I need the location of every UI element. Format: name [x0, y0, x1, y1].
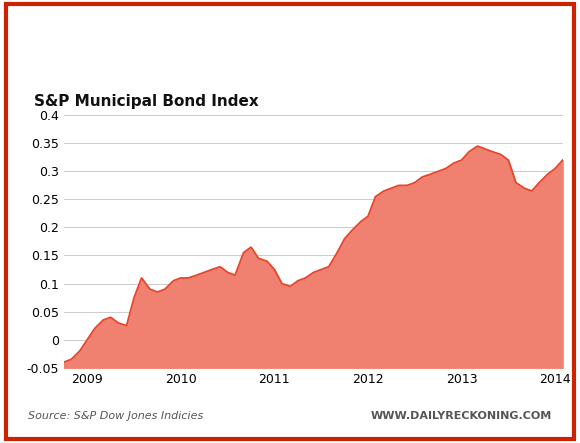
Text: Long-Term Trend for Munis is Up: Long-Term Trend for Munis is Up: [28, 37, 457, 61]
Text: S&P Municipal Bond Index: S&P Municipal Bond Index: [34, 93, 259, 109]
Text: WWW.DAILYRECKONING.COM: WWW.DAILYRECKONING.COM: [371, 412, 552, 421]
Text: Source: S&P Dow Jones Indicies: Source: S&P Dow Jones Indicies: [28, 412, 204, 421]
